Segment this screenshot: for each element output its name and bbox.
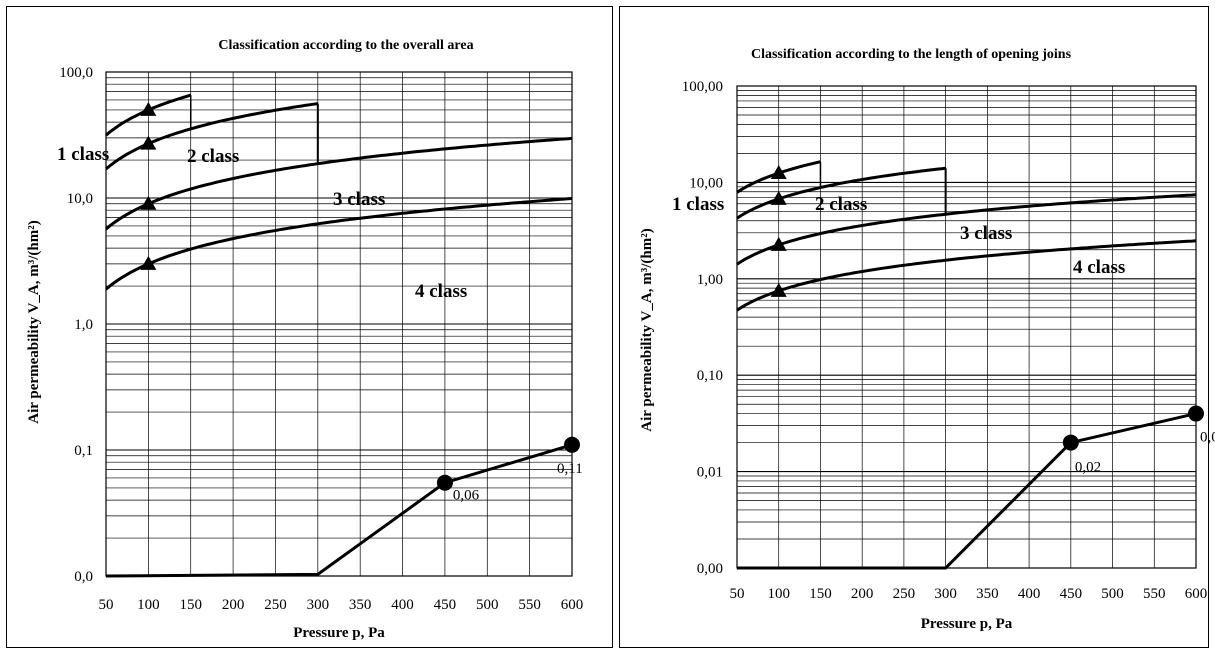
y-tick-label: 0,00 (697, 561, 723, 577)
x-tick-label: 250 (893, 586, 916, 602)
class-limit-curves (105, 93, 573, 291)
x-tick-label: 450 (434, 597, 457, 613)
measured-series-line (105, 443, 573, 578)
class-region-label: 1 class (57, 144, 109, 165)
x-tick-label: 600 (561, 597, 584, 613)
x-tick-label: 200 (222, 597, 245, 613)
y-tick-label: 100,0 (59, 65, 93, 81)
y-tick-label: 10,00 (689, 175, 723, 191)
triangle-marker (770, 165, 787, 180)
x-tick-label: 200 (851, 586, 874, 602)
measured-series-line (737, 412, 1197, 570)
y-tick-label: 0,01 (697, 465, 723, 481)
y-tick-label: 0,1 (74, 443, 93, 459)
x-tick-label: 500 (476, 597, 499, 613)
class-region-label: 1 class (672, 194, 724, 215)
measured-point (1188, 405, 1204, 422)
x-tick-label: 150 (179, 597, 202, 613)
y-axis-label: Air permeability V_A, m³/(hm²) (26, 220, 42, 423)
x-tick-label: 550 (1143, 586, 1166, 602)
class-region-label: 2 class (815, 194, 867, 215)
class-limit-line (736, 166, 946, 220)
x-tick-label: 300 (307, 597, 330, 613)
chart-right: Classification according to the length o… (639, 47, 1215, 632)
y-tick-label: 10,0 (67, 191, 93, 207)
class-limit-line (105, 136, 573, 231)
data-label: 0,04 (1200, 430, 1215, 446)
x-tick-label: 450 (1060, 586, 1083, 602)
x-tick-label: 550 (518, 597, 541, 613)
class-limit-line (736, 239, 1197, 312)
x-tick-label: 100 (767, 586, 790, 602)
data-label: 0,06 (453, 488, 480, 504)
y-axis-label: Air permeability V_A, m³/(hm²) (639, 228, 655, 431)
x-tick-label: 150 (809, 586, 832, 602)
measured-point (1062, 434, 1079, 451)
y-tick-label: 100,00 (682, 79, 723, 95)
triangle-marker (140, 255, 157, 270)
x-tick-label: 600 (1185, 586, 1208, 602)
plot-area (105, 71, 573, 577)
x-tick-label: 50 (730, 586, 745, 602)
class-limit-line (736, 193, 1197, 266)
x-tick-label: 250 (264, 597, 287, 613)
chart-panel-right-frame (619, 6, 1209, 648)
y-tick-label: 0,10 (697, 368, 723, 384)
class-region-label: 4 class (415, 281, 467, 302)
class-limit-line (105, 102, 319, 171)
class-region-label: 2 class (187, 146, 239, 167)
y-tick-label: 1,0 (74, 317, 93, 333)
x-tick-label: 400 (391, 597, 414, 613)
data-label: 0,02 (1075, 460, 1101, 476)
triangle-marker (770, 282, 787, 297)
x-axis-label: Pressure p, Pa (293, 625, 385, 641)
measured-point (436, 474, 453, 491)
triangle-marker (140, 101, 157, 116)
measured-point (564, 436, 580, 453)
y-tick-label: 0,0 (74, 569, 93, 585)
x-tick-label: 50 (99, 597, 114, 613)
class-limit-curves (736, 160, 1197, 312)
x-axis-label: Pressure p, Pa (921, 616, 1013, 632)
x-tick-label: 350 (976, 586, 999, 602)
grid (736, 85, 1197, 569)
triangle-marker (770, 190, 787, 205)
x-tick-label: 100 (137, 597, 160, 613)
chart-title: Classification according to the overall … (218, 38, 473, 53)
x-tick-label: 300 (934, 586, 957, 602)
y-tick-label: 1,00 (697, 272, 723, 288)
triangle-marker (140, 135, 157, 150)
chart-panel-left-frame (6, 6, 613, 648)
class-region-label: 3 class (960, 223, 1012, 244)
triangle-marker (140, 195, 157, 210)
plot-area (736, 85, 1197, 569)
x-tick-label: 350 (349, 597, 372, 613)
class-limit-line (105, 197, 573, 291)
class-region-label: 4 class (1073, 257, 1125, 278)
class-region-label: 3 class (333, 189, 385, 210)
data-label: 0,11 (557, 461, 583, 477)
chart-title: Classification according to the length o… (751, 47, 1072, 62)
x-tick-label: 400 (1018, 586, 1041, 602)
chart-left: Classification according to the overall … (26, 38, 583, 641)
x-tick-label: 500 (1101, 586, 1124, 602)
triangle-marker (770, 236, 787, 251)
